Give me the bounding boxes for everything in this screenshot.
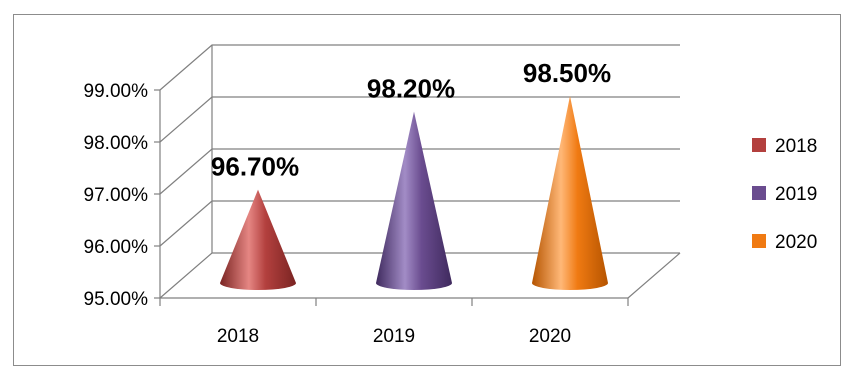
legend-swatch — [752, 138, 766, 152]
gridline — [159, 200, 680, 247]
gridline — [159, 252, 680, 299]
data-label: 96.70% — [211, 152, 299, 182]
legend: 2018 2019 2020 — [752, 136, 817, 253]
legend-swatch — [752, 234, 766, 248]
y-tick-label: 97.00% — [84, 185, 149, 206]
cone-2019 — [376, 111, 452, 290]
gridlines — [159, 44, 680, 299]
data-label: 98.50% — [523, 58, 611, 88]
y-axis-ticks: 95.00% 96.00% 97.00% 98.00% 99.00% — [84, 81, 160, 310]
gridline — [159, 148, 680, 195]
cone-body — [220, 189, 296, 290]
x-category-label: 2018 — [217, 326, 259, 347]
y-tick-label: 95.00% — [84, 289, 149, 310]
cones — [220, 96, 608, 290]
x-category-label: 2019 — [373, 326, 415, 347]
y-tick-label: 98.00% — [84, 133, 149, 154]
x-axis-labels: 2018 2019 2020 — [217, 326, 571, 347]
legend-label: 2018 — [775, 136, 817, 157]
legend-label: 2020 — [775, 232, 817, 253]
legend-swatch — [752, 186, 766, 200]
y-tick-label: 99.00% — [84, 81, 149, 102]
floor-right-edge — [627, 252, 681, 299]
gridline — [159, 96, 680, 143]
cone-2018 — [220, 189, 296, 290]
legend-label: 2019 — [775, 184, 817, 205]
cone-body — [376, 111, 452, 290]
data-label: 98.20% — [367, 74, 455, 104]
data-labels: 96.70% 98.20% 98.50% — [211, 58, 611, 182]
gridline — [159, 44, 680, 91]
y-tick-label: 96.00% — [84, 237, 149, 258]
cone-2020 — [532, 96, 608, 290]
x-category-label: 2020 — [529, 326, 571, 347]
cone-body — [532, 96, 608, 290]
